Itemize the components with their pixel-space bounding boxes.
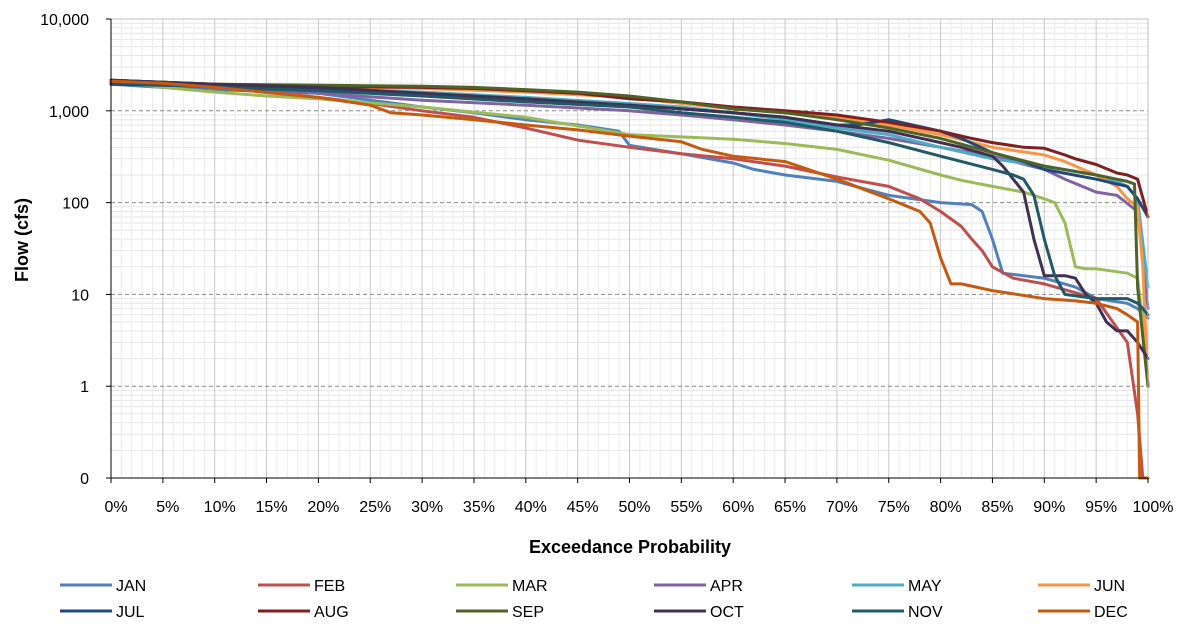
legend-item-apr: APR	[654, 578, 743, 595]
legend-label: DEC	[1094, 604, 1128, 621]
x-tick-label: 50%	[618, 499, 650, 516]
x-tick-label: 40%	[515, 499, 547, 516]
y-tick-label: 0	[80, 471, 89, 488]
y-axis-title: Flow (cfs)	[12, 198, 32, 282]
x-tick-label: 5%	[156, 499, 179, 516]
series-line-nov	[109, 80, 1150, 317]
x-tick-label: 90%	[1033, 499, 1065, 516]
x-tick-label: 10%	[204, 499, 236, 516]
x-axis-title: Exceedance Probability	[529, 537, 731, 557]
x-tick-label: 95%	[1085, 499, 1117, 516]
legend-label: NOV	[908, 604, 943, 621]
legend-label: OCT	[710, 604, 744, 621]
legend-item-dec: DEC	[1038, 604, 1128, 621]
x-tick-label: 0%	[104, 499, 127, 516]
legend-label: AUG	[314, 604, 349, 621]
legend-label: FEB	[314, 578, 345, 595]
x-tick-label: 15%	[256, 499, 288, 516]
legend-item-oct: OCT	[654, 604, 744, 621]
legend-label: JUN	[1094, 578, 1125, 595]
y-tick-label: 1,000	[49, 104, 89, 121]
series-line-feb	[109, 79, 1150, 480]
y-tick-label: 10,000	[40, 12, 89, 29]
x-tick-label: 70%	[826, 499, 858, 516]
legend-item-may: MAY	[852, 578, 942, 595]
x-tick-label: 75%	[878, 499, 910, 516]
y-tick-label: 100	[62, 196, 89, 213]
x-tick-label: 80%	[930, 499, 962, 516]
series-line-dec	[109, 79, 1150, 480]
legend-label: APR	[710, 578, 743, 595]
legend-label: MAR	[512, 578, 548, 595]
legend-item-jul: JUL	[60, 604, 145, 621]
legend-label: JAN	[116, 578, 146, 595]
x-tick-label: 100%	[1133, 499, 1174, 516]
legend-item-aug: AUG	[258, 604, 349, 621]
x-tick-label: 35%	[463, 499, 495, 516]
y-tick-label: 1	[80, 379, 89, 396]
legend-item-jan: JAN	[60, 578, 146, 595]
legend-item-jun: JUN	[1038, 578, 1125, 595]
legend-item-feb: FEB	[258, 578, 345, 595]
series-line-sep	[109, 78, 1150, 388]
x-tick-label: 65%	[774, 499, 806, 516]
legend-item-mar: MAR	[456, 578, 548, 595]
legend-label: MAY	[908, 578, 942, 595]
legend: JAN FEB MAR APR MAY JUN JUL AUG SEP OCT NOV DEC	[60, 578, 1128, 621]
x-tick-label: 45%	[567, 499, 599, 516]
axis-layer: 0 1 10 100 1,000 10,000 0% 5% 10% 15% 20% 25% 30% 35%…	[40, 12, 1173, 516]
x-tick-label: 25%	[359, 499, 391, 516]
series-layer	[109, 78, 1150, 480]
x-tick-label: 85%	[981, 499, 1013, 516]
legend-item-sep: SEP	[456, 604, 544, 621]
x-tick-label: 20%	[307, 499, 339, 516]
x-tick-label: 30%	[411, 499, 443, 516]
legend-item-nov: NOV	[852, 604, 943, 621]
legend-label: SEP	[512, 604, 544, 621]
legend-label: JUL	[116, 604, 145, 621]
x-tick-label: 60%	[722, 499, 754, 516]
series-line-oct	[109, 78, 1150, 361]
x-tick-label: 55%	[670, 499, 702, 516]
y-tick-label: 10	[71, 287, 89, 304]
